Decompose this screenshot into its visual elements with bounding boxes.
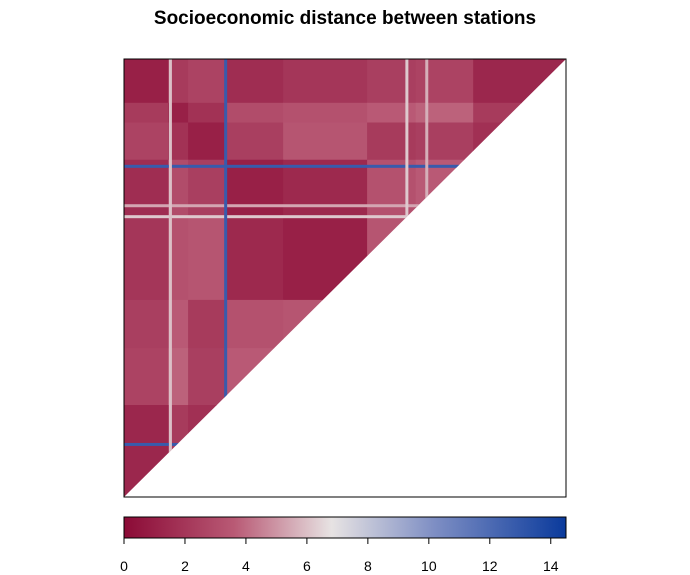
heatmap-block bbox=[283, 159, 368, 218]
heatmap-highlight-line bbox=[124, 164, 566, 168]
heatmap-block bbox=[415, 59, 474, 104]
heatmap-highlight-line bbox=[405, 59, 409, 497]
heatmap-block bbox=[415, 102, 474, 124]
heatmap-block bbox=[367, 122, 417, 161]
heatmap-block bbox=[473, 348, 566, 406]
heatmap-block bbox=[225, 405, 284, 497]
colorbar-gradient bbox=[124, 517, 566, 538]
heatmap-block bbox=[473, 59, 566, 104]
heatmap-block bbox=[124, 59, 169, 104]
colorbar-tick-label: 14 bbox=[543, 558, 559, 574]
colorbar-tick-label: 12 bbox=[482, 558, 498, 574]
heatmap-block bbox=[473, 216, 566, 301]
heatmap-block bbox=[283, 348, 368, 406]
heatmap-block bbox=[168, 159, 189, 218]
heatmap-block bbox=[415, 159, 474, 218]
heatmap-block bbox=[473, 122, 566, 161]
heatmap-block bbox=[188, 216, 227, 301]
heatmap-block bbox=[168, 299, 189, 349]
heatmap-block bbox=[225, 159, 284, 218]
colorbar-axis: 0 2 4 6 8 10 12 14 bbox=[120, 538, 559, 574]
heatmap-block bbox=[188, 299, 227, 349]
heatmap-block bbox=[168, 348, 189, 406]
heatmap-block bbox=[188, 59, 227, 104]
heatmap-block bbox=[124, 102, 169, 124]
heatmap-highlight-line bbox=[425, 59, 429, 497]
colorbar-tick-label: 2 bbox=[181, 558, 189, 574]
heatmap-block bbox=[124, 122, 169, 161]
heatmap-block bbox=[415, 348, 474, 406]
heatmap-block bbox=[225, 102, 284, 124]
heatmap-block bbox=[473, 405, 566, 497]
heatmap-block bbox=[188, 122, 227, 161]
heatmap-block bbox=[188, 159, 227, 218]
colorbar-frame bbox=[123, 516, 567, 539]
heatmap-block bbox=[473, 159, 566, 218]
chart-title: Socioeconomic distance between stations bbox=[153, 8, 537, 29]
heatmap-block bbox=[168, 102, 189, 124]
heatmap-block bbox=[283, 299, 368, 349]
heatmap-block bbox=[367, 59, 417, 104]
heatmap-block bbox=[367, 216, 417, 301]
heatmap-block bbox=[473, 299, 566, 349]
heatmap-block bbox=[225, 122, 284, 161]
colorbar-tick-label: 10 bbox=[421, 558, 437, 574]
heatmap-block bbox=[283, 216, 368, 301]
colorbar-tick-label: 0 bbox=[120, 558, 128, 574]
heatmap-highlight-line bbox=[168, 59, 172, 497]
heatmap-block bbox=[124, 299, 169, 349]
heatmap-block bbox=[415, 216, 474, 301]
heatmap-block bbox=[415, 405, 474, 497]
heatmap-highlight-line bbox=[124, 215, 566, 219]
heatmap-block bbox=[225, 59, 284, 104]
heatmap-block bbox=[283, 405, 368, 497]
colorbar-tick-label: 8 bbox=[364, 558, 372, 574]
heatmap-highlight-line bbox=[224, 59, 228, 497]
heatmap-block bbox=[225, 348, 284, 406]
heatmap-block bbox=[415, 299, 474, 349]
plot-frame bbox=[123, 58, 567, 498]
heatmap-block bbox=[188, 348, 227, 406]
heatmap-block bbox=[124, 159, 169, 218]
heatmap-highlight-line bbox=[124, 204, 566, 208]
heatmap-block bbox=[367, 159, 417, 218]
heatmap-block bbox=[415, 122, 474, 161]
heatmap-block bbox=[168, 216, 189, 301]
heatmap-block bbox=[124, 348, 169, 406]
heatmap-block bbox=[473, 102, 566, 124]
heatmap-block bbox=[283, 59, 368, 104]
heatmap-block bbox=[367, 348, 417, 406]
heatmap-block bbox=[168, 122, 189, 161]
heatmap-block bbox=[124, 405, 169, 497]
heatmap-block bbox=[225, 299, 284, 349]
heatmap-block bbox=[367, 102, 417, 124]
heatmap-block bbox=[168, 59, 189, 104]
heatmap-block bbox=[188, 405, 227, 497]
heatmap-block bbox=[367, 299, 417, 349]
heatmap-block bbox=[225, 216, 284, 301]
colorbar-tick-label: 6 bbox=[303, 558, 311, 574]
heatmap-cells bbox=[124, 59, 566, 497]
heatmap-block bbox=[124, 216, 169, 301]
heatmap-block bbox=[283, 122, 368, 161]
colorbar-tick-label: 4 bbox=[242, 558, 250, 574]
heatmap-block bbox=[367, 405, 417, 497]
heatmap-block bbox=[188, 102, 227, 124]
heatmap-highlight-line bbox=[124, 442, 566, 446]
heatmap-block bbox=[283, 102, 368, 124]
